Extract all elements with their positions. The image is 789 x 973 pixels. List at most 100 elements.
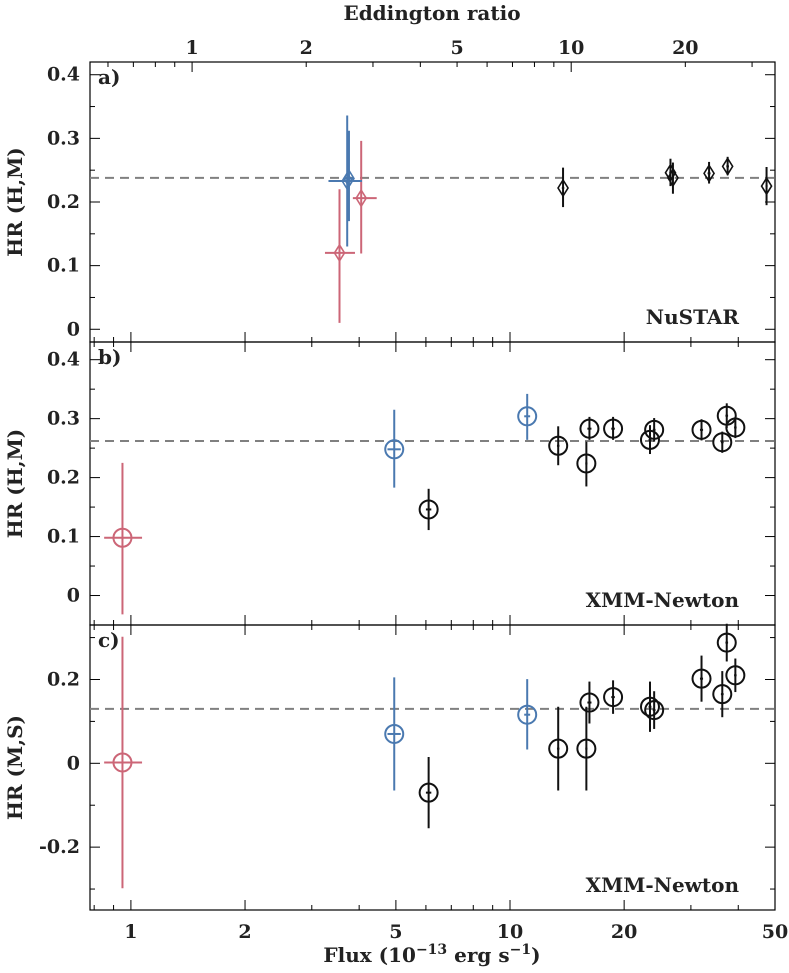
y-tick-label: 0	[67, 752, 80, 774]
x-tick-label: 10	[497, 921, 523, 943]
y-tick-label: 0.4	[47, 64, 80, 86]
data-point	[712, 671, 733, 718]
circle-marker	[712, 432, 733, 453]
diamond-marker	[666, 168, 679, 188]
x-tick-label: 50	[762, 921, 788, 943]
circle-marker	[603, 687, 624, 708]
instrument-label: XMM-Newton	[586, 588, 740, 612]
y-axis-title: HR (M,S)	[3, 715, 27, 820]
data-point	[418, 757, 439, 829]
y-tick-label: 0.2	[47, 191, 80, 213]
data-point	[603, 416, 624, 440]
x-axis-title-main: Flux (10	[323, 943, 416, 967]
y-tick-label: 0	[67, 585, 80, 607]
x-tick-label: 1	[124, 921, 137, 943]
data-point	[576, 441, 597, 487]
data-point	[579, 416, 600, 440]
y-tick-label: 0.3	[47, 127, 80, 149]
circle-marker	[384, 723, 405, 744]
data-point	[517, 679, 538, 750]
x-axis-title: Flux (10−13 erg s−1)	[323, 942, 540, 967]
data-point	[721, 156, 734, 176]
data-point	[517, 393, 538, 440]
data-point	[703, 161, 716, 184]
y-tick-label: 0.1	[47, 526, 80, 548]
circle-marker	[418, 782, 439, 803]
instrument-label: XMM-Newton	[586, 873, 740, 897]
top-axis-title: Eddington ratio	[343, 1, 520, 25]
plot-frame	[89, 341, 776, 626]
diamond-marker	[343, 168, 355, 188]
y-axis-title: HR (H,M)	[3, 147, 27, 256]
circle-marker	[716, 632, 737, 653]
x-axis-title-close: )	[531, 943, 540, 967]
top-axis-tick-label: 1	[185, 37, 198, 59]
data-point	[418, 488, 439, 531]
plot-frame	[89, 61, 776, 343]
diamond-marker	[703, 163, 716, 183]
y-tick-label: 0	[67, 318, 80, 340]
data-point	[557, 167, 569, 208]
diamond-marker	[760, 176, 773, 196]
circle-marker	[112, 752, 133, 773]
circle-marker	[576, 453, 597, 474]
data-point	[712, 431, 733, 453]
circle-marker	[691, 419, 712, 440]
top-axis-tick-label: 5	[450, 37, 463, 59]
diamond-marker	[333, 243, 346, 263]
data-point	[324, 189, 355, 323]
panel-2: 0 0.1 0.2 0.3 0.4 HR (H,M) b) XMM-Newton	[3, 341, 776, 626]
circle-marker	[384, 439, 405, 460]
circle-marker	[603, 418, 624, 439]
data-point	[644, 418, 665, 442]
top-axis-tick-label: 10	[558, 37, 584, 59]
panel-1: 0 0.1 0.2 0.3 0.4 HR (H,M) a) NuSTAR 1 2 5 10 20	[3, 37, 776, 343]
y-tick-label: 0.3	[47, 408, 80, 430]
data-point	[104, 636, 143, 889]
circle-marker	[548, 435, 569, 456]
data-point	[639, 681, 660, 732]
data-point	[576, 706, 597, 791]
top-axis-tick-label: 20	[672, 37, 698, 59]
data-point	[691, 419, 712, 441]
data-point	[725, 658, 746, 693]
x-axis-title-unit: erg s	[447, 943, 509, 967]
data-point	[716, 623, 737, 662]
x-axis-title-exponent: −13	[416, 942, 447, 958]
data-point	[644, 691, 665, 729]
circle-marker	[579, 418, 600, 439]
y-axis-title: HR (H,M)	[3, 429, 27, 538]
data-point	[691, 655, 712, 702]
circle-marker	[712, 684, 733, 705]
data-point	[384, 677, 405, 791]
circle-marker	[576, 738, 597, 759]
circle-marker	[517, 406, 538, 427]
circle-marker	[548, 738, 569, 759]
circle-marker	[691, 668, 712, 689]
circle-marker	[517, 704, 538, 725]
circle-marker	[639, 696, 660, 717]
circle-marker	[644, 700, 665, 721]
plot-frame	[89, 624, 776, 911]
x-tick-label: 5	[389, 921, 402, 943]
x-tick-label: 2	[238, 921, 251, 943]
circle-marker	[579, 692, 600, 713]
data-point	[666, 162, 679, 194]
circle-marker	[112, 527, 133, 548]
data-point	[760, 167, 773, 206]
diamond-marker	[557, 178, 569, 198]
panel-tag: b)	[98, 345, 121, 369]
data-point	[639, 425, 660, 455]
y-tick-label: 0.4	[47, 349, 80, 371]
instrument-label: NuSTAR	[646, 305, 740, 329]
data-point	[603, 680, 624, 714]
x-axis-title-unit-exponent: −1	[510, 942, 531, 958]
data-point	[548, 426, 569, 466]
panel-3: -0.2 0 0.2 HR (M,S) c) XMM-Newton 1 2 5 10 20 50	[3, 623, 788, 943]
diamond-marker	[721, 156, 734, 176]
top-axis-tick-label: 2	[300, 37, 313, 59]
data-point	[352, 140, 377, 254]
data-point	[725, 416, 746, 439]
data-point	[343, 130, 355, 222]
